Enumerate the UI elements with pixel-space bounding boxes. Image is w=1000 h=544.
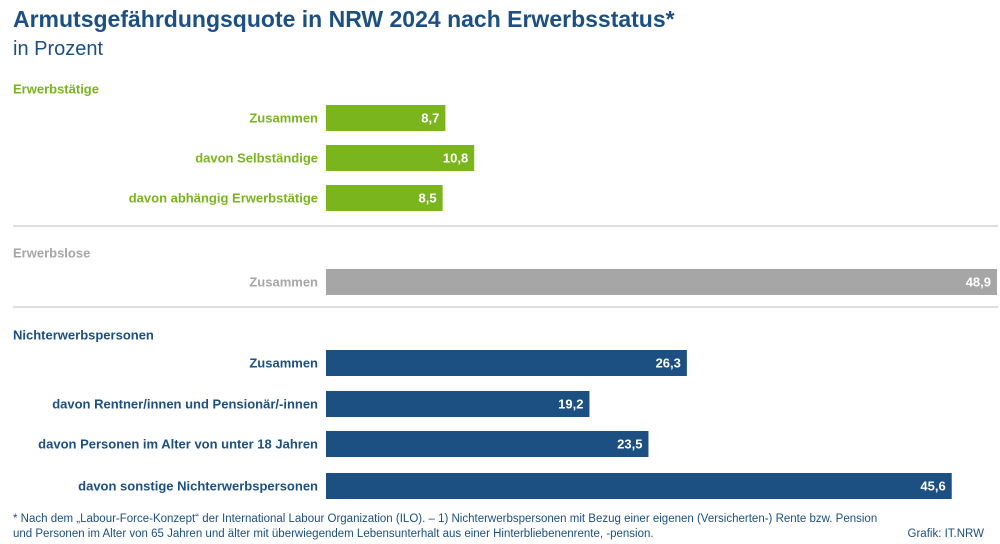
bar-erwerbstaetige-davon-abhaengig-erwerbstaetige [326,185,443,211]
value-label-nichterwerbspersonen-davon-sonstige-nichterwerbspersonen: 45,6 [920,479,945,494]
bar-erwerbstaetige-davon-selbstaendige [326,145,475,171]
value-label-nichterwerbspersonen-zusammen: 26,3 [656,356,681,371]
footnote: * Nach dem „Labour-Force-Konzept“ der In… [13,513,878,540]
value-label-erwerbstaetige-zusammen: 8,7 [421,111,439,126]
value-label-nichterwerbspersonen-davon-personen-im-alter-von-unter-18-jahren: 23,5 [617,437,642,452]
bar-nichterwerbspersonen-davon-sonstige-nichterwerbspersonen [326,473,952,499]
category-label-nichterwerbspersonen-davon-personen-im-alter-von-unter-18-jahren: davon Personen im Alter von unter 18 Jah… [38,437,318,452]
category-label-nichterwerbspersonen-davon-rentner-innen-und-pensionaer-innen: davon Rentner/innen und Pensionär/-innen [52,397,318,412]
value-label-erwerbstaetige-davon-abhaengig-erwerbstaetige: 8,5 [419,191,437,206]
bar-nichterwerbspersonen-zusammen [326,350,687,376]
chart-subtitle: in Prozent [13,38,104,60]
value-label-nichterwerbspersonen-davon-rentner-innen-und-pensionaer-innen: 19,2 [558,397,583,412]
bar-nichterwerbspersonen-davon-personen-im-alter-von-unter-18-jahren [326,431,649,457]
bar-nichterwerbspersonen-davon-rentner-innen-und-pensionaer-innen [326,391,590,417]
group-header-erwerbslose: Erwerbslose [13,246,90,261]
category-label-erwerbstaetige-zusammen: Zusammen [249,111,318,126]
category-label-nichterwerbspersonen-zusammen: Zusammen [249,356,318,371]
category-label-erwerbslose-zusammen: Zusammen [249,275,318,290]
value-label-erwerbslose-zusammen: 48,9 [966,275,991,290]
group-header-erwerbstaetige: Erwerbstätige [13,82,99,97]
value-label-erwerbstaetige-davon-selbstaendige: 10,8 [443,151,468,166]
category-label-erwerbstaetige-davon-selbstaendige: davon Selbständige [195,151,318,166]
source-credit: Grafik: IT.NRW [907,528,984,540]
bar-erwerbstaetige-zusammen [326,105,446,131]
group-header-nichterwerbspersonen: Nichterwerbspersonen [13,328,154,343]
bar-erwerbslose-zusammen [326,269,997,295]
chart-title: Armutsgefährdungsquote in NRW 2024 nach … [13,6,675,32]
category-label-nichterwerbspersonen-davon-sonstige-nichterwerbspersonen: davon sonstige Nichterwerbspersonen [78,479,318,494]
category-label-erwerbstaetige-davon-abhaengig-erwerbstaetige: davon abhängig Erwerbstätige [129,191,318,206]
